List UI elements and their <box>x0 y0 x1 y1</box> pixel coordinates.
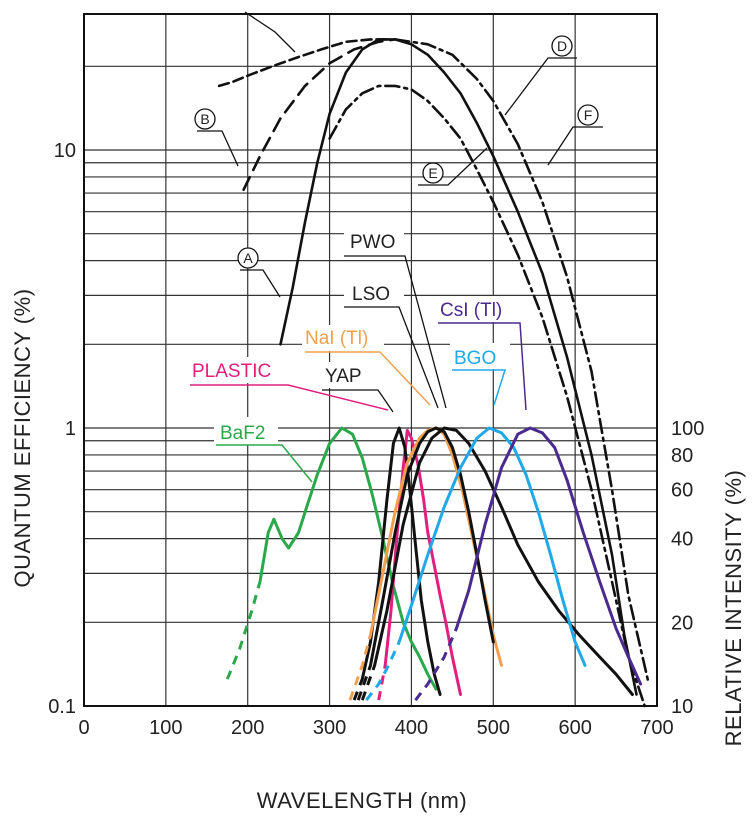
data-curves <box>217 38 651 708</box>
leader-line-a <box>240 269 281 298</box>
label-baf2: BaF2 <box>220 423 265 444</box>
x-tick-label: 500 <box>477 717 510 739</box>
emission-tail-lso <box>356 664 372 701</box>
emission-tail-plastic <box>377 665 387 701</box>
emission-tail-pwo <box>360 664 377 701</box>
label-b: B <box>194 108 239 167</box>
x-tick-label: 200 <box>231 717 264 739</box>
y-right-tick-label: 20 <box>671 612 693 634</box>
y-left-axis-title: QUANTUM EFFICIENCY (%) <box>10 288 35 587</box>
x-tick-label: 100 <box>149 717 182 739</box>
label-a: A <box>237 247 281 298</box>
x-tick-label: 700 <box>640 717 673 739</box>
leader-line-plastic <box>190 384 389 411</box>
x-tick-label: 600 <box>558 717 591 739</box>
x-tick-labels: 0 100 200 300 400 500 600 700 <box>78 717 673 739</box>
y-right-tick-labels: 10 20 40 60 80 100 <box>671 418 704 718</box>
emission-tail-csi-tl <box>414 627 458 702</box>
y-right-tick-label: 40 <box>671 529 693 551</box>
leader-line-baf2 <box>216 444 313 483</box>
x-tick-label: 300 <box>313 717 346 739</box>
leader-line-bgo <box>452 369 507 406</box>
plot-frame <box>83 13 658 707</box>
emission-curve-pwo <box>373 426 634 696</box>
emission-curve-baf2 <box>258 426 438 691</box>
y-right-axis-title: RELATIVE INTENSITY (%) <box>721 470 746 747</box>
leader-line-nai <box>305 351 431 406</box>
label-e: E <box>418 147 488 186</box>
qe-curve-c <box>217 38 389 88</box>
label-csi: CsI (Tl) <box>440 300 502 321</box>
label-plastic: PLASTIC <box>192 361 271 382</box>
y-right-tick-label: 60 <box>671 480 693 502</box>
y-right-tick-label: 10 <box>671 696 693 718</box>
label-d-text: D <box>557 38 567 54</box>
leader-line-e <box>418 147 488 186</box>
label-f: F <box>547 104 603 166</box>
y-right-tick-label: 80 <box>671 445 693 467</box>
qe-curve-d <box>393 38 651 686</box>
label-lso: LSO <box>352 284 390 305</box>
leader-line-yap <box>322 389 394 413</box>
x-axis-title: WAVELENGTH (nm) <box>257 788 467 813</box>
label-a-text: A <box>243 250 253 266</box>
grid <box>84 14 657 706</box>
emission-tail-bgo <box>365 641 401 702</box>
leader-line-f <box>547 126 603 166</box>
leader-line-d <box>504 57 577 116</box>
leader-line-c <box>244 11 296 53</box>
leader-line-b <box>197 130 239 167</box>
annotations: B A D F E PWO <box>188 11 603 483</box>
label-b-text: B <box>200 111 209 127</box>
qe-curve-e <box>328 84 646 708</box>
label-d: D <box>504 35 577 116</box>
qe-curve-a <box>279 38 638 696</box>
emission-curve-bgo <box>397 426 587 667</box>
leader-line-lso <box>344 306 439 409</box>
qe-curve-b <box>242 38 397 191</box>
label-nai: NaI (Tl) <box>305 328 368 349</box>
emission-tail-baf2 <box>225 581 262 680</box>
emission-tail-nai-tl <box>348 634 372 701</box>
leader-line-pwo <box>344 255 447 409</box>
label-pwo: PWO <box>350 232 395 253</box>
y-left-tick-label: 0.1 <box>48 696 76 718</box>
x-tick-label: 0 <box>78 717 89 739</box>
label-yap: YAP <box>325 366 362 387</box>
leader-line-csi <box>438 322 527 411</box>
emission-tail-yap <box>352 678 364 701</box>
y-left-tick-label: 1 <box>65 418 76 440</box>
y-right-tick-label: 100 <box>671 418 704 440</box>
y-left-tick-label: 10 <box>54 140 76 162</box>
label-f-text: F <box>584 107 593 123</box>
label-e-text: E <box>428 165 437 181</box>
label-bgo: BGO <box>454 348 496 369</box>
y-left-tick-labels: 0.1 1 10 <box>48 140 76 718</box>
x-tick-label: 400 <box>395 717 428 739</box>
emission-curve-csi-tl <box>454 426 643 686</box>
emission-curve-yap <box>360 426 442 696</box>
